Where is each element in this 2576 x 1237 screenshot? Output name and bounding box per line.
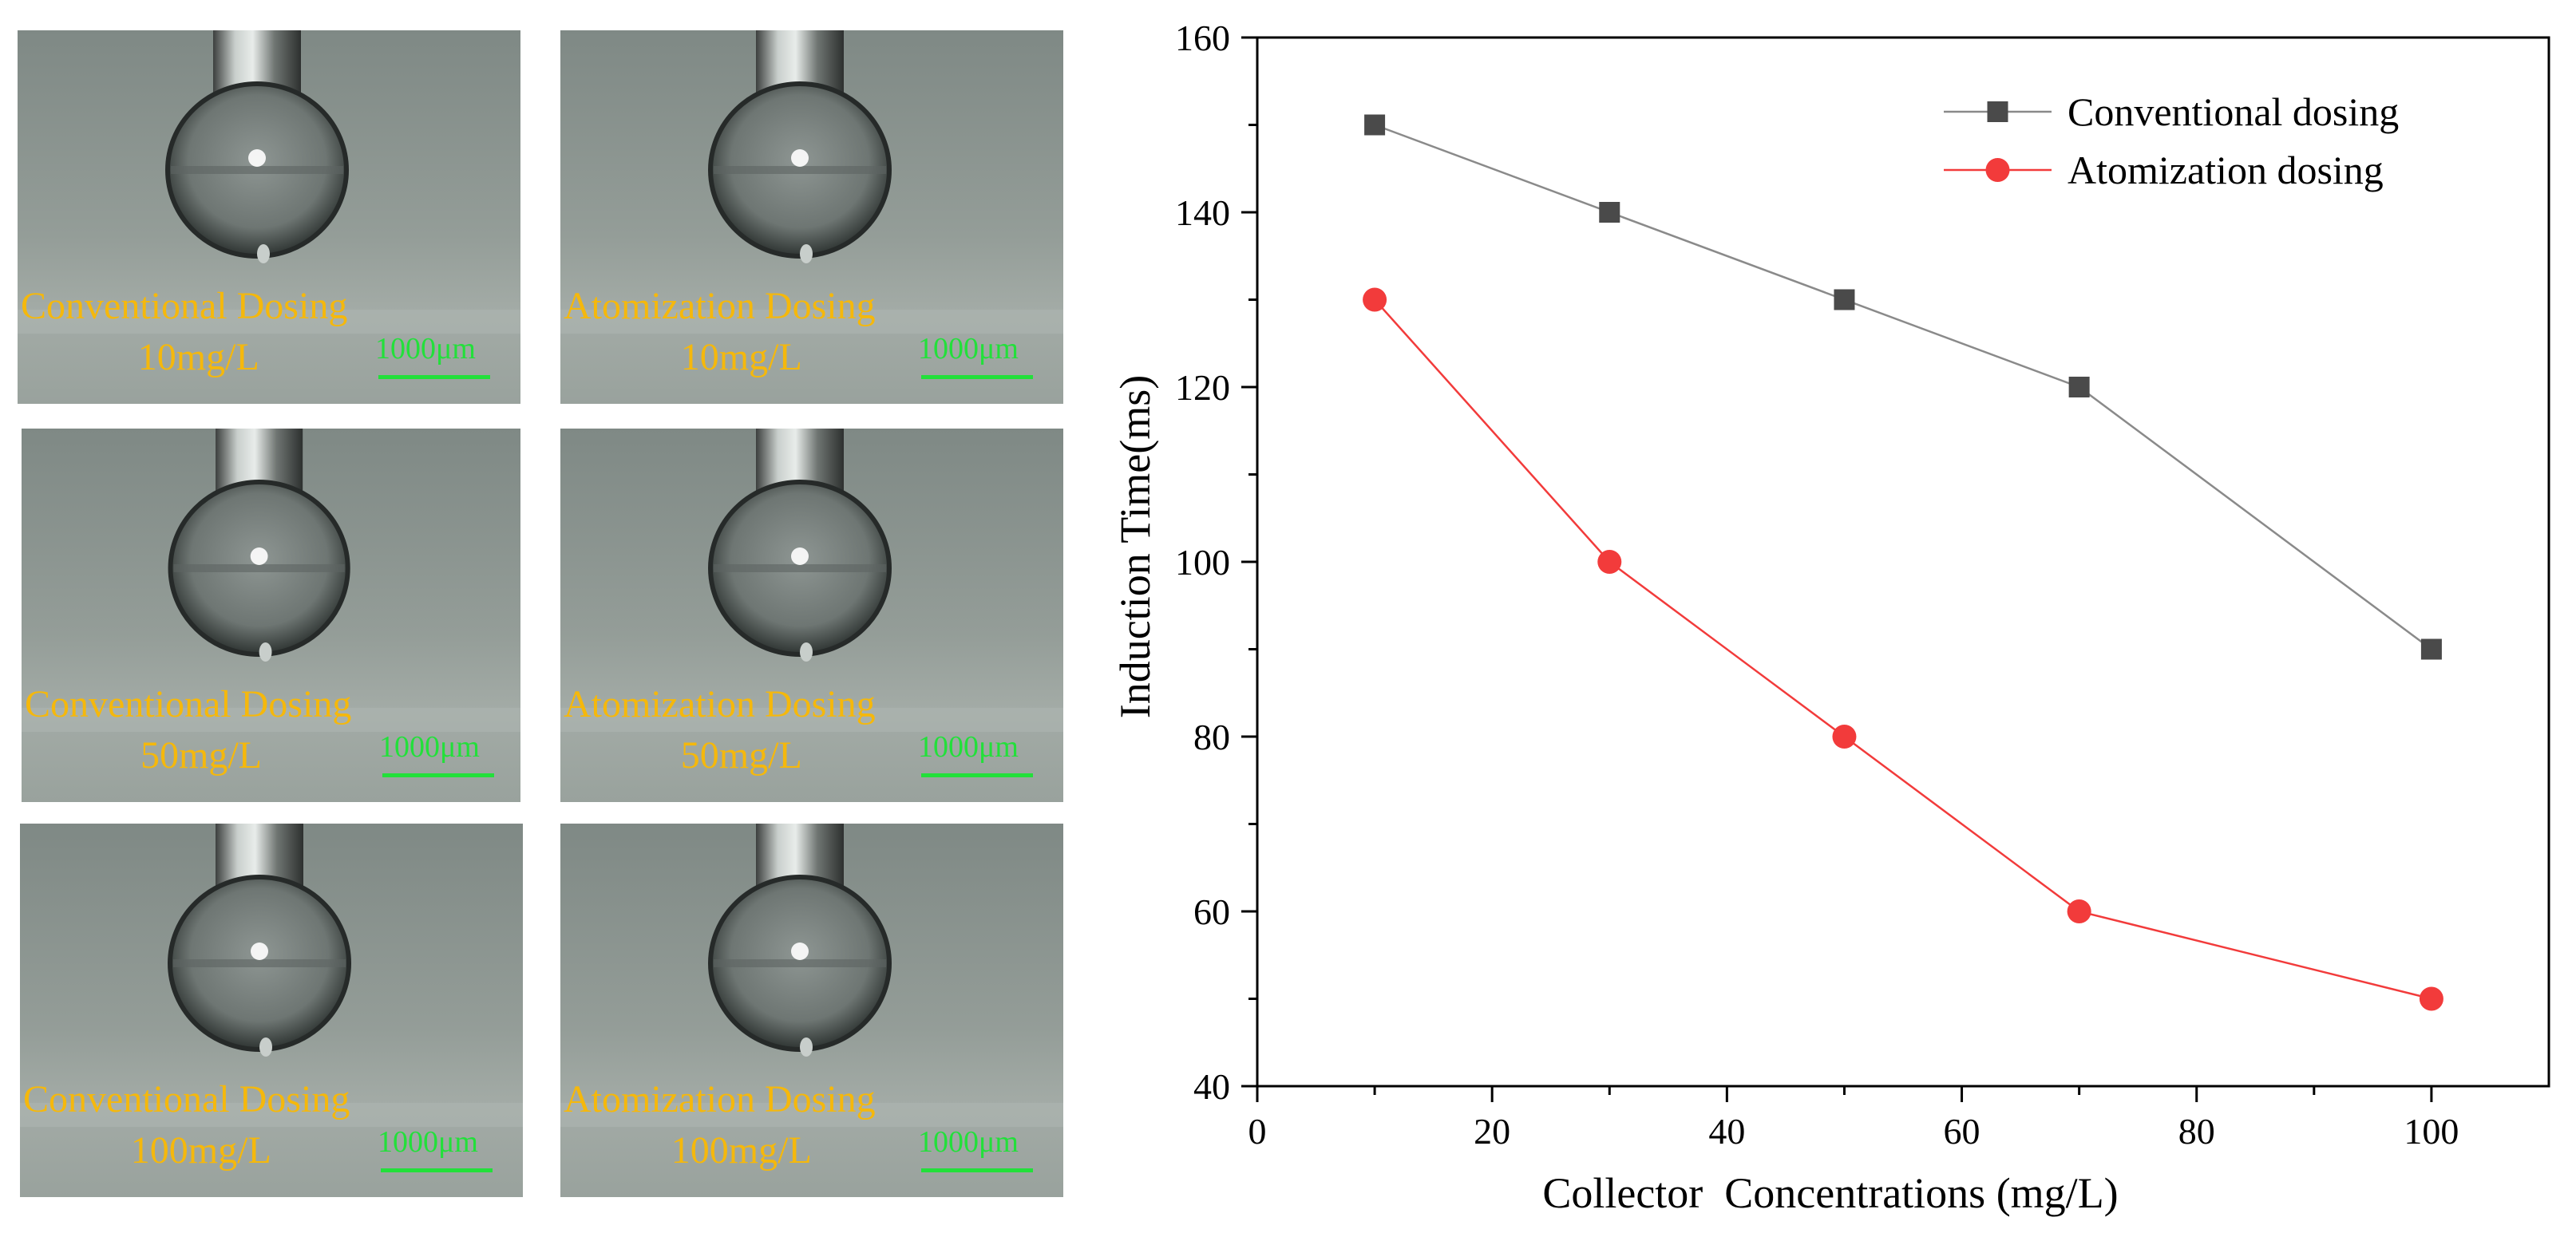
legend-entry-2: Atomization dosing [1944,148,2384,192]
data-point-square [2068,377,2090,397]
x-tick-label: 40 [1708,1111,1745,1152]
scale-bar-label: 1000μm [379,730,480,764]
scale-bar [382,773,494,777]
droplet-photo-5: Conventional Dosing 100mg/L 1000μm [20,824,523,1197]
legend-marker-square [1987,101,2008,122]
plot-frame [1256,36,2550,1088]
chart-axes: 0 20 40 60 80 100 40 60 80 100 120 140 160 [1175,18,2550,1152]
photo-concentration-label: 100mg/L [130,1129,271,1172]
x-tick-label: 60 [1944,1111,1980,1152]
photo-concentration-label: 50mg/L [140,734,262,777]
legend-marker-circle [1985,158,2010,182]
droplet-image [560,824,1063,1197]
series-2 [1363,287,2443,1011]
series-line [1374,124,2432,650]
induction-time-chart: 0 20 40 60 80 100 40 60 80 100 120 140 160 Conventio… [1111,18,2550,1217]
photo-method-label: Conventional Dosing [23,1078,350,1120]
scale-bar [378,375,490,379]
photo-concentration-label: 50mg/L [680,734,802,777]
y-tick-label: 120 [1175,367,1230,408]
y-tick-label: 160 [1175,18,1230,58]
series-1 [1364,114,2442,660]
scale-bar [921,773,1033,777]
chart-series [1363,114,2443,1011]
legend-label: Conventional dosing [2068,89,2399,134]
photo-method-label: Conventional Dosing [21,285,348,327]
chart-legend: Conventional dosing Atomization dosing [1944,89,2399,192]
y-tick-label: 80 [1193,717,1230,757]
scale-bar-label: 1000μm [378,1125,478,1159]
photo-method-label: Conventional Dosing [25,683,352,725]
droplet-photo-6: Atomization Dosing 100mg/L 1000μm [560,824,1063,1197]
scale-bar-label: 1000μm [918,1125,1019,1159]
y-tick-label: 60 [1193,891,1230,932]
photo-method-label: Atomization Dosing [564,683,876,725]
data-point-square [2420,638,2442,660]
legend-entry-1: Conventional dosing [1944,89,2399,134]
x-tick-label: 80 [2178,1111,2215,1152]
data-point-square [1364,114,1386,136]
data-point-square [1599,202,1620,223]
droplet-photo-3: Conventional Dosing 50mg/L 1000μm [22,429,520,802]
x-axis-label: Collector Concentrations (mg/L) [1542,1169,2118,1217]
droplet-image [560,30,1063,404]
photo-concentration-label: 10mg/L [137,336,259,378]
droplet-image [20,824,523,1197]
scale-bar-label: 1000μm [375,332,476,366]
legend-label: Atomization dosing [2068,148,2384,192]
droplet-photo-2: Atomization Dosing 10mg/L 1000μm [560,30,1063,404]
droplet-photo-1: Conventional Dosing 10mg/L 1000μm [18,30,520,404]
droplet-image [22,429,520,802]
scale-bar-label: 1000μm [918,332,1019,366]
scale-bar [381,1168,493,1172]
x-tick-label: 20 [1474,1111,1510,1152]
droplet-photo-4: Atomization Dosing 50mg/L 1000μm [560,429,1063,802]
x-tick-label: 0 [1248,1111,1267,1152]
x-tick-label: 100 [2404,1111,2459,1152]
photo-concentration-label: 10mg/L [680,336,802,378]
scale-bar [921,1168,1033,1172]
y-tick-label: 140 [1175,192,1230,233]
data-point-circle [2419,986,2443,1011]
data-point-square [1834,289,1855,310]
y-axis-label: Induction Time(ms) [1111,375,1159,719]
data-point-circle [2067,899,2091,923]
photo-method-label: Atomization Dosing [564,1078,876,1120]
y-tick-label: 100 [1175,542,1230,583]
droplet-image [560,429,1063,802]
photo-concentration-label: 100mg/L [671,1129,812,1172]
photo-method-label: Atomization Dosing [564,285,876,327]
y-tick-label: 40 [1193,1066,1230,1107]
series-line [1374,298,2432,1000]
data-point-circle [1597,550,1622,574]
scale-bar [921,375,1033,379]
data-point-circle [1363,287,1387,312]
data-point-circle [1832,725,1857,749]
droplet-image [18,30,520,404]
scale-bar-label: 1000μm [918,730,1019,764]
